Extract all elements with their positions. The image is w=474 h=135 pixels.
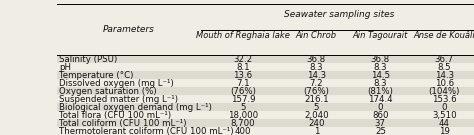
- Text: Seawater sampling sites: Seawater sampling sites: [284, 10, 394, 19]
- Bar: [57, 103, 474, 111]
- Text: 174.4: 174.4: [368, 95, 392, 104]
- Bar: [57, 87, 474, 95]
- Text: 8.5: 8.5: [438, 63, 451, 72]
- Text: Oxygen saturation (%): Oxygen saturation (%): [59, 87, 157, 96]
- Text: Anse de Kouâli: Anse de Kouâli: [413, 31, 474, 40]
- Text: 36.7: 36.7: [435, 55, 454, 64]
- Text: 153.6: 153.6: [432, 95, 456, 104]
- Text: 0: 0: [442, 103, 447, 112]
- Text: Biological oxygen demand (mg L⁻¹): Biological oxygen demand (mg L⁻¹): [59, 103, 212, 112]
- Text: Parameters: Parameters: [103, 25, 155, 34]
- Text: Salinity (PSU): Salinity (PSU): [59, 55, 118, 64]
- Text: 8.3: 8.3: [374, 63, 387, 72]
- Text: 10.6: 10.6: [435, 79, 454, 88]
- Text: 14.5: 14.5: [371, 71, 390, 80]
- Text: 3,510: 3,510: [432, 111, 456, 120]
- Text: 36.8: 36.8: [371, 55, 390, 64]
- Text: 44: 44: [439, 119, 450, 128]
- Text: 216.1: 216.1: [304, 95, 328, 104]
- Text: 19: 19: [439, 126, 450, 135]
- Text: 400: 400: [235, 126, 251, 135]
- Text: Dissolved oxygen (mg L⁻¹): Dissolved oxygen (mg L⁻¹): [59, 79, 174, 88]
- Text: Temperature (°C): Temperature (°C): [59, 71, 134, 80]
- Text: Total coliform (CFU 100 mL⁻¹): Total coliform (CFU 100 mL⁻¹): [59, 119, 187, 128]
- Bar: [57, 79, 474, 87]
- Bar: [57, 95, 474, 103]
- Text: 5: 5: [240, 103, 246, 112]
- Bar: [57, 55, 474, 63]
- Bar: [57, 71, 474, 79]
- Text: (76%): (76%): [303, 87, 329, 96]
- Text: 8.1: 8.1: [236, 63, 250, 72]
- Text: 5: 5: [314, 103, 319, 112]
- Text: 860: 860: [372, 111, 389, 120]
- Text: 25: 25: [375, 126, 386, 135]
- Text: 8,700: 8,700: [231, 119, 255, 128]
- Text: pH: pH: [59, 63, 71, 72]
- Text: 32.2: 32.2: [233, 55, 253, 64]
- Text: 157.9: 157.9: [231, 95, 255, 104]
- Text: Suspended matter (mg L⁻¹): Suspended matter (mg L⁻¹): [59, 95, 178, 104]
- Text: (81%): (81%): [367, 87, 393, 96]
- Text: 14.3: 14.3: [435, 71, 454, 80]
- Text: 0: 0: [378, 103, 383, 112]
- Text: Total flora (CFU 100 mL⁻¹): Total flora (CFU 100 mL⁻¹): [59, 111, 172, 120]
- Text: 7.1: 7.1: [236, 79, 250, 88]
- Bar: [57, 63, 474, 71]
- Text: Ain Tagourait: Ain Tagourait: [353, 31, 408, 40]
- Text: 8.3: 8.3: [310, 63, 323, 72]
- Text: 13.6: 13.6: [233, 71, 253, 80]
- Text: 18,000: 18,000: [228, 111, 258, 120]
- Text: 1: 1: [314, 126, 319, 135]
- Text: 14.3: 14.3: [307, 71, 326, 80]
- Bar: [57, 127, 474, 135]
- Text: 240: 240: [308, 119, 325, 128]
- Text: 8.3: 8.3: [374, 79, 387, 88]
- Text: Ain Chrob: Ain Chrob: [296, 31, 337, 40]
- Text: Thermotolerant coliform (CFU 100 mL⁻¹): Thermotolerant coliform (CFU 100 mL⁻¹): [59, 126, 234, 135]
- Text: 36.8: 36.8: [307, 55, 326, 64]
- Text: (104%): (104%): [428, 87, 460, 96]
- Text: Mouth of Reghaia lake: Mouth of Reghaia lake: [196, 31, 290, 40]
- Text: 37: 37: [375, 119, 386, 128]
- Text: 7.2: 7.2: [310, 79, 323, 88]
- Bar: [57, 111, 474, 119]
- Bar: [57, 119, 474, 127]
- Text: 2,040: 2,040: [304, 111, 328, 120]
- Text: (76%): (76%): [230, 87, 256, 96]
